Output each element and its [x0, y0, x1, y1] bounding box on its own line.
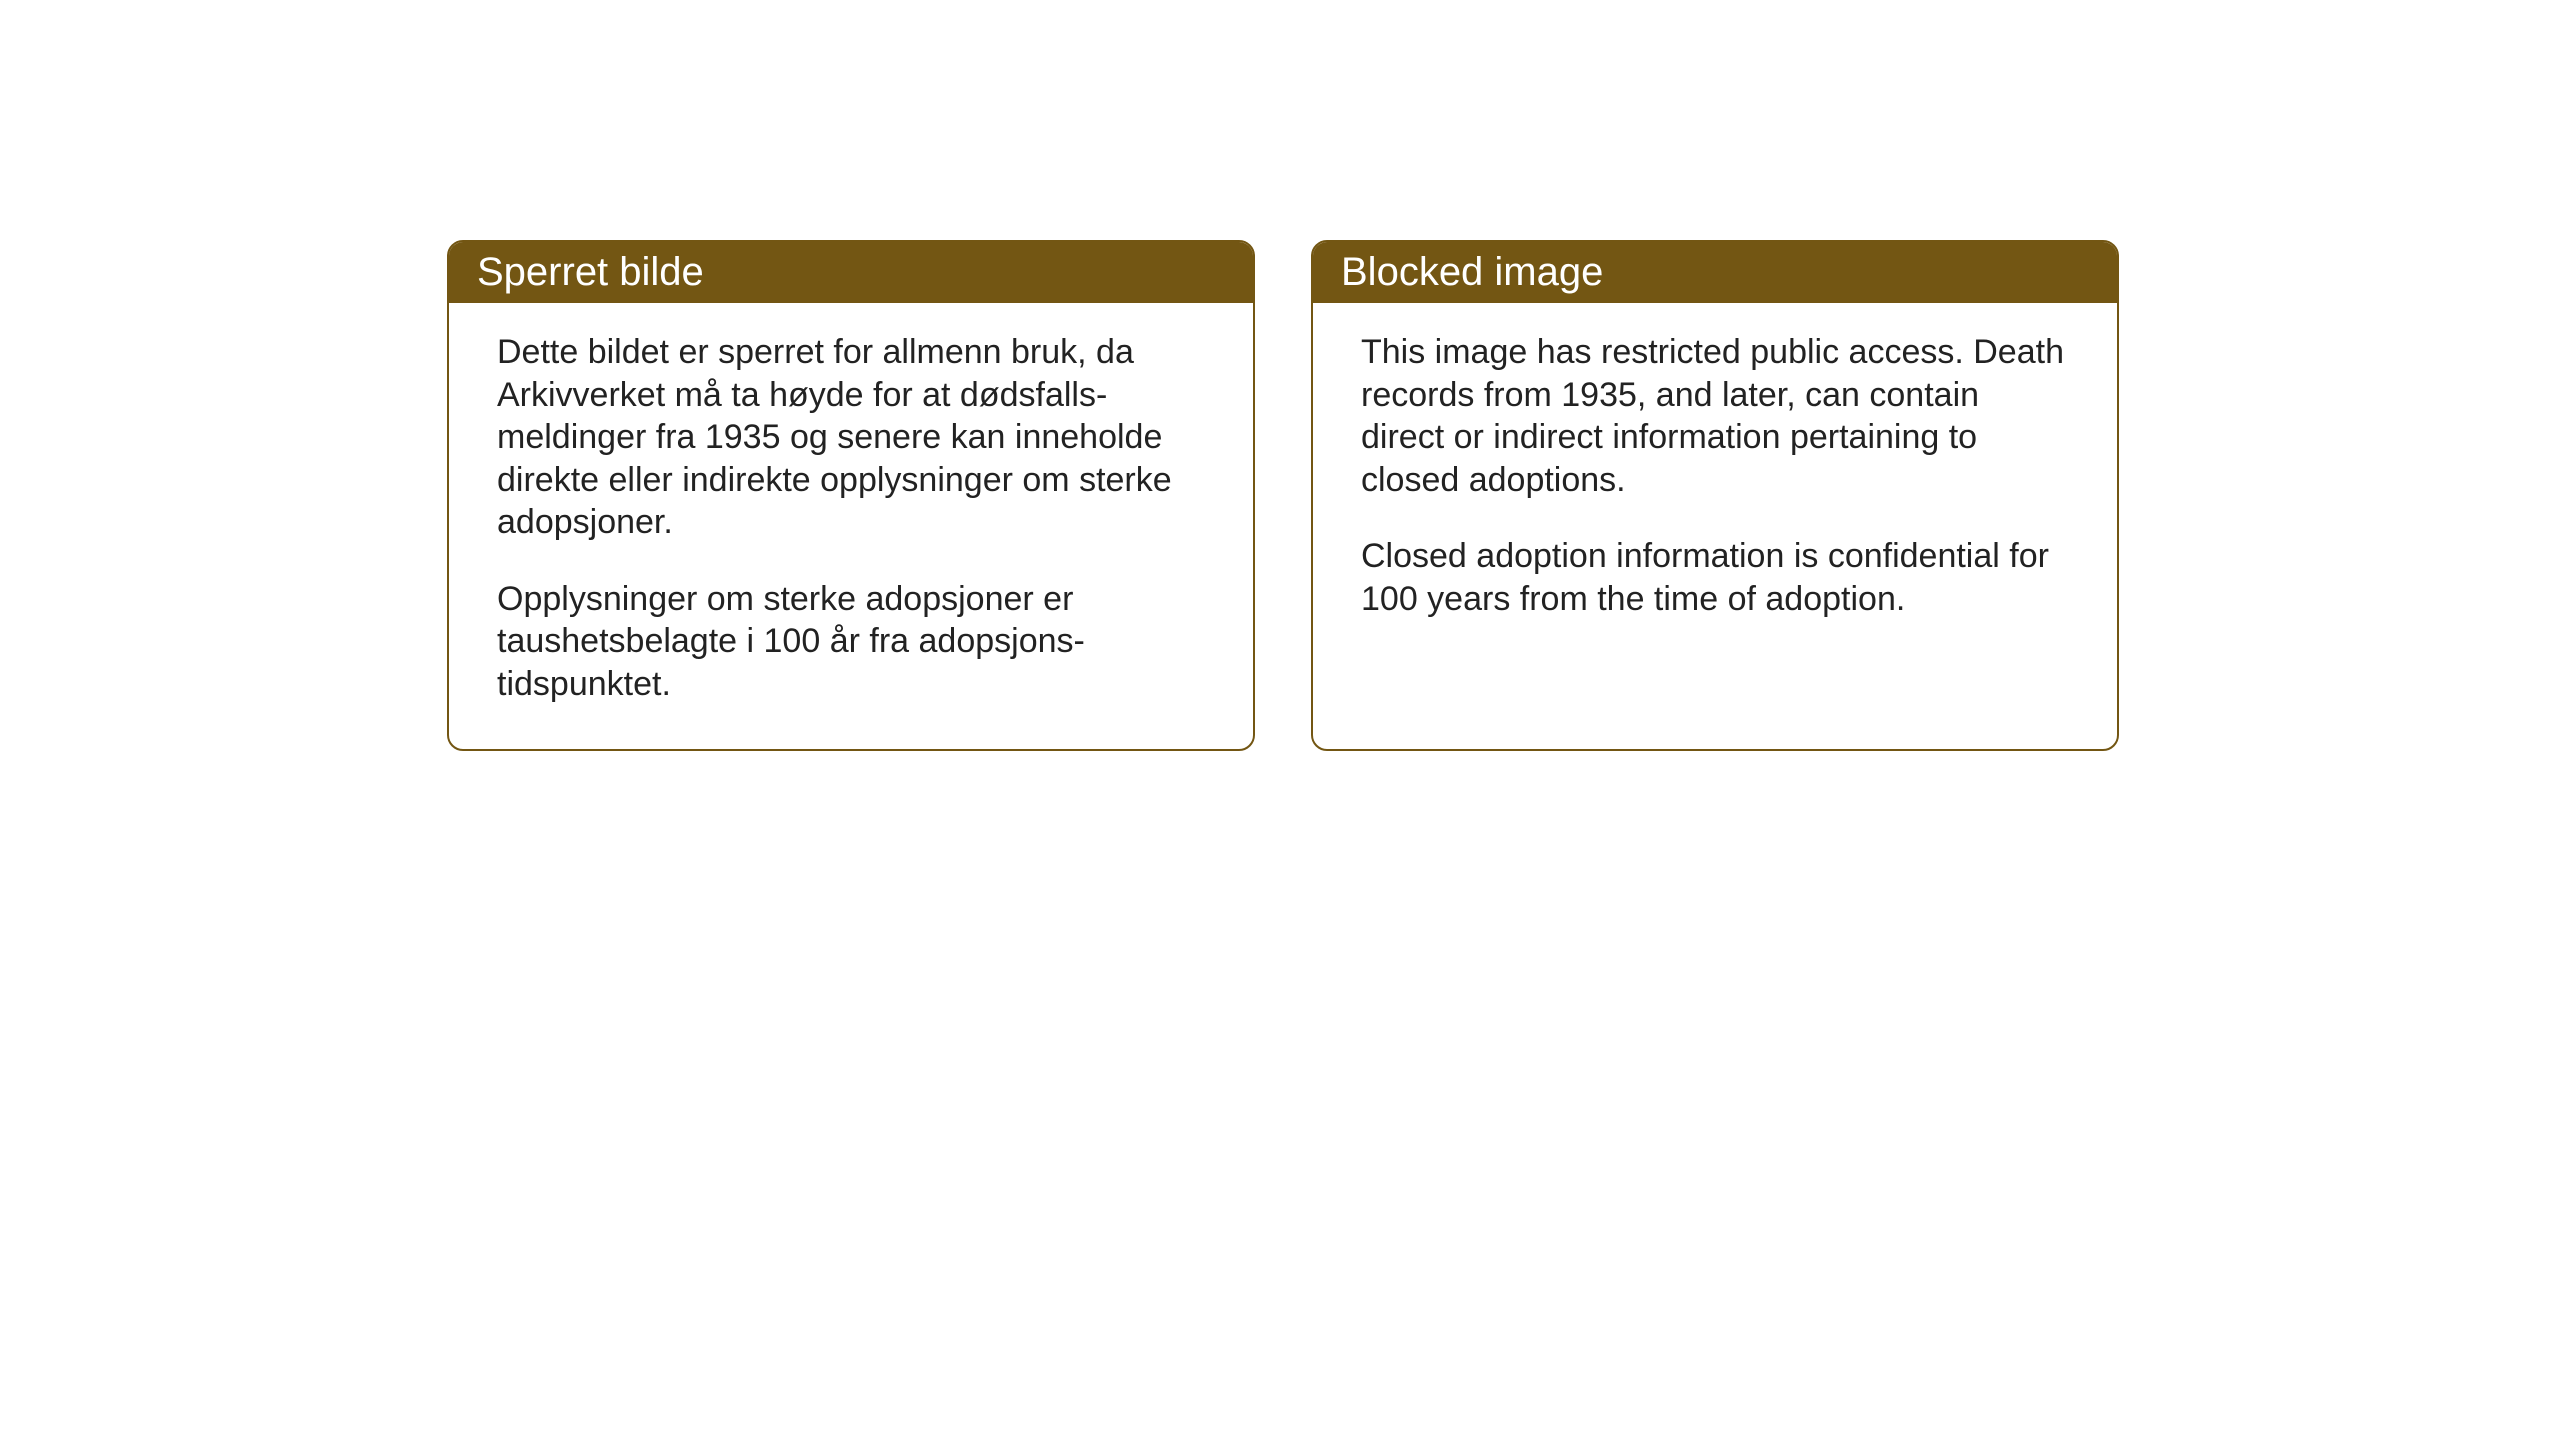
- paragraph-english-2: Closed adoption information is confident…: [1361, 535, 2069, 620]
- paragraph-norwegian-1: Dette bildet er sperret for allmenn bruk…: [497, 331, 1205, 544]
- notice-card-english: Blocked image This image has restricted …: [1311, 240, 2119, 751]
- card-title-english: Blocked image: [1341, 250, 1603, 294]
- card-body-english: This image has restricted public access.…: [1313, 303, 2117, 660]
- card-body-norwegian: Dette bildet er sperret for allmenn bruk…: [449, 303, 1253, 745]
- card-title-norwegian: Sperret bilde: [477, 250, 704, 294]
- card-header-norwegian: Sperret bilde: [449, 242, 1253, 303]
- paragraph-norwegian-2: Opplysninger om sterke adopsjoner er tau…: [497, 578, 1205, 706]
- notice-container: Sperret bilde Dette bildet er sperret fo…: [447, 240, 2119, 751]
- notice-card-norwegian: Sperret bilde Dette bildet er sperret fo…: [447, 240, 1255, 751]
- card-header-english: Blocked image: [1313, 242, 2117, 303]
- paragraph-english-1: This image has restricted public access.…: [1361, 331, 2069, 501]
